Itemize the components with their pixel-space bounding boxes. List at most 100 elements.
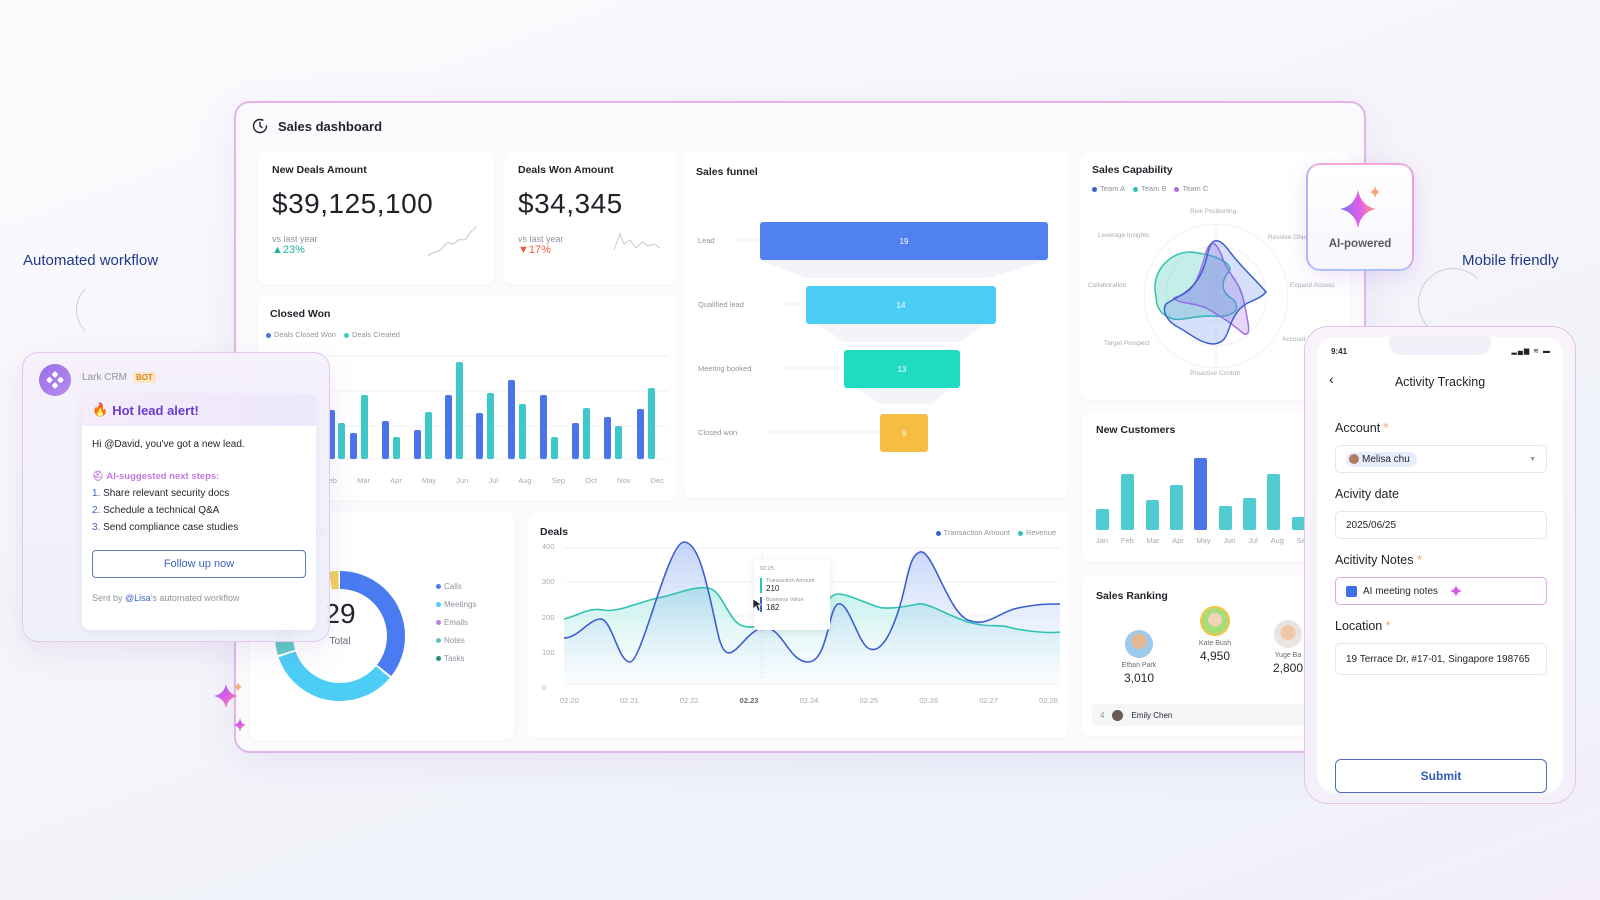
account-label: Account * <box>1335 421 1389 435</box>
legend-dot <box>1133 186 1139 192</box>
funnel-label: Closed won <box>698 428 738 437</box>
funnel-bar-qualified[interactable]: 14 <box>806 286 996 324</box>
legend-dot <box>436 656 441 662</box>
tooltip-row: Transaction Amount 210 <box>760 578 824 593</box>
location-label: Location * <box>1335 619 1391 633</box>
card-title: Sales funnel <box>696 166 758 178</box>
trend-down-icon: ▼ <box>518 244 529 256</box>
follow-up-button[interactable]: Follow up now <box>92 550 306 578</box>
funnel-bar-closed[interactable]: 9 <box>880 414 928 452</box>
funnel-label: Lead <box>698 236 715 245</box>
clock-icon <box>252 118 268 134</box>
account-chip: Melisa chu <box>1346 451 1417 467</box>
activity-date-input[interactable]: 2025/06/25 <box>1335 511 1547 539</box>
legend-dot <box>436 620 441 626</box>
kpi-card-deals-won[interactable]: Deals Won Amount $34,345 vs last year ▼1… <box>504 152 676 284</box>
kpi-label: New Deals Amount <box>272 164 367 176</box>
legend-item: Meetings <box>436 600 476 609</box>
legend-dot <box>436 602 441 608</box>
y-axis: 400 300 200 100 0 <box>542 542 555 692</box>
kpi-delta: ▼17% <box>518 244 551 256</box>
connector-arc <box>76 280 136 340</box>
radar-axis-label: Expand Access <box>1290 282 1335 289</box>
engagement-total-label: Total <box>329 636 351 647</box>
ranking-podium-3[interactable]: Yuge Ba 2,800 <box>1258 620 1318 675</box>
legend-item: Notes <box>436 636 476 645</box>
legend-dot <box>1017 530 1023 536</box>
bot-badge: BOT <box>133 372 156 383</box>
chevron-down-icon: ▼ <box>1529 455 1536 463</box>
chart-legend: Transaction Amount Revenue <box>935 528 1056 537</box>
back-chevron-icon[interactable]: ‹ <box>1329 371 1334 387</box>
user-mention-link[interactable]: @Lisa <box>125 593 151 603</box>
battery-icon: ▬ <box>1543 348 1551 355</box>
ranking-podium-1[interactable]: Kate Bush 4,950 <box>1180 606 1250 663</box>
legend-dot <box>266 332 271 338</box>
account-select[interactable]: Melisa chu ▼ <box>1335 445 1547 473</box>
new-customers-bar-chart <box>1096 458 1305 530</box>
x-axis: JanFebMarAprMayJunJulAugSep <box>1096 536 1310 545</box>
ai-steps-heading: ⛑ AI-suggested next steps: <box>92 471 220 482</box>
activity-notes-label: Acitivity Notes * <box>1335 553 1422 567</box>
chart-tooltip: 02.25 Transaction Amount 210 Business Val… <box>754 560 830 630</box>
card-title: Closed Won <box>270 308 331 320</box>
submit-button[interactable]: Submit <box>1335 759 1547 793</box>
robot-icon: ⛑ <box>92 471 107 482</box>
required-marker: * <box>1416 553 1422 567</box>
status-time: 9:41 <box>1331 347 1348 356</box>
activity-notes-input[interactable]: AI meeting notes <box>1335 577 1547 605</box>
phone-notch <box>1389 337 1491 355</box>
card-title: Sales Capability <box>1092 164 1173 176</box>
legend-dot <box>436 584 441 590</box>
radar-axis-label: Resolve Objections <box>1268 234 1324 241</box>
signal-icon: ▂▄▆ <box>1511 348 1531 355</box>
mouse-cursor-icon <box>752 598 762 612</box>
funnel-bar-meeting[interactable]: 13 <box>844 350 960 388</box>
legend-item: Team A <box>1092 184 1125 193</box>
kpi-value: $39,125,100 <box>272 188 434 219</box>
legend-dot <box>1092 186 1097 192</box>
funnel-bar-lead[interactable]: 19 <box>760 222 1048 260</box>
ranking-podium-2[interactable]: Ethan Park 3,010 <box>1104 630 1174 685</box>
kpi-compare-label: vs last year <box>272 234 318 244</box>
alert-header: 🔥 Hot lead alert! <box>82 394 316 426</box>
card-title: Sales Ranking <box>1096 590 1168 602</box>
screen-title: Activity Tracking <box>1394 375 1486 389</box>
x-axis: Feb Mar Apr May Jun Jul Aug Sep Oct Nov Dec <box>324 476 664 485</box>
tooltip-date: 02.25 <box>760 566 774 572</box>
ai-sparkle-icon <box>1450 585 1463 597</box>
avatar <box>1125 630 1153 658</box>
ai-powered-badge: AI-powered <box>1306 163 1414 271</box>
legend-dot <box>343 332 349 338</box>
chart-legend: Deals Closed Won Deals Created <box>266 330 400 339</box>
funnel-label: Meeting booked <box>698 364 752 373</box>
tooltip-row: Business Value 182 <box>760 597 824 612</box>
sales-ranking-card: Sales Ranking Ethan Park 3,010 Kate Bush… <box>1082 576 1322 736</box>
location-input[interactable]: 19 Terrace Dr, #17-01, Singapore 198765 <box>1335 643 1547 675</box>
radar-axis-label: Proactive Control <box>1190 370 1240 377</box>
kpi-card-new-deals[interactable]: New Deals Amount $39,125,100 vs last yea… <box>258 152 494 284</box>
sales-funnel-card: Sales funnel Lead 19 Qualified lead 14 M… <box>684 152 1068 498</box>
activity-date-label: Acivity date <box>1335 487 1399 501</box>
radar-axis-label: Target Prospect <box>1104 340 1150 347</box>
ai-sparkle-icon <box>1340 186 1380 228</box>
legend-dot <box>1174 186 1180 192</box>
legend-item: Calls <box>436 582 476 591</box>
sparkline <box>613 232 661 251</box>
required-marker: * <box>1383 421 1389 435</box>
funnel-chart <box>732 239 1048 433</box>
legend-dot <box>436 638 441 644</box>
connector-arc <box>1418 268 1488 338</box>
hot-lead-alert-card: 🔥 Hot lead alert! Hi @David, you've got a… <box>82 394 316 630</box>
kpi-value: $34,345 <box>518 188 623 219</box>
wifi-icon: ≋ <box>1533 348 1541 355</box>
avatar <box>1200 606 1230 636</box>
legend-item: Emails <box>436 618 476 627</box>
ai-powered-label: AI-powered <box>1328 238 1392 250</box>
alert-greeting: Hi @David, you've got a new lead. <box>92 439 245 450</box>
legend-item: Revenue <box>1017 528 1056 537</box>
ranking-list-row[interactable]: 4 Emily Chen <box>1092 704 1312 726</box>
radar-chart <box>1143 223 1289 369</box>
step-item: 2. Schedule a technical Q&A <box>92 505 220 516</box>
radar-axis-label: Leverage Insights <box>1098 232 1150 239</box>
